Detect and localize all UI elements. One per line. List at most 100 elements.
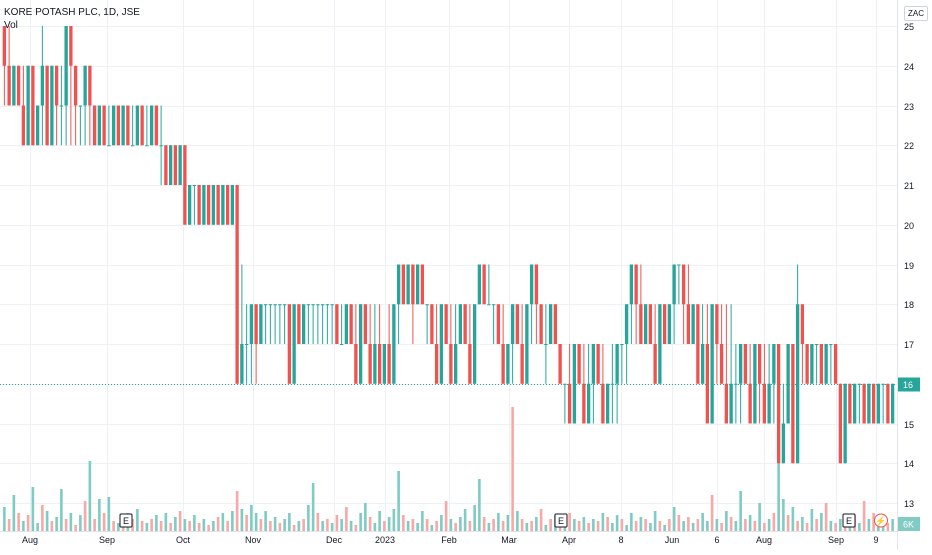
candle-body: [548, 304, 553, 344]
candle-body: [791, 344, 795, 464]
volume-bar: [64, 519, 68, 531]
candle-body: [510, 304, 515, 344]
volume-bar: [283, 519, 286, 531]
candle-body: [92, 105, 97, 146]
volume-bar: [829, 521, 833, 531]
candle-body: [325, 304, 330, 306]
volume-bar: [425, 519, 429, 531]
candle-body: [126, 105, 130, 146]
volume-bar: [606, 517, 609, 531]
volume-bar: [264, 511, 267, 531]
y-tick-label: 22: [904, 141, 914, 151]
candle-body: [35, 105, 40, 146]
volume-scale-badge-bg: [898, 517, 920, 531]
candle-body: [316, 304, 320, 306]
candle-body: [292, 304, 296, 384]
y-tick-label: 24: [904, 62, 914, 72]
candle-body: [50, 65, 54, 146]
price-axis[interactable]: 13 14 15 16 17 18 19 20 21 22 23 24 25: [904, 22, 914, 509]
volume-bar: [596, 521, 600, 531]
candle-body: [629, 264, 634, 305]
volume-bar: [36, 523, 39, 531]
candle-body: [206, 185, 211, 225]
candle-body: [140, 105, 144, 146]
volume-bar: [378, 511, 381, 531]
candle-body: [59, 105, 64, 107]
volume-bar: [45, 511, 49, 531]
volume-bar: [411, 519, 415, 531]
candle-body: [64, 26, 68, 106]
candle-body: [434, 344, 439, 384]
candle-body: [149, 105, 154, 146]
candle-body: [539, 304, 543, 344]
volume-bar: [22, 521, 25, 531]
candle-body: [358, 304, 363, 384]
candle-body: [691, 304, 695, 344]
candle-body: [857, 383, 862, 385]
candle-body: [596, 344, 600, 384]
candle-body: [230, 185, 235, 225]
volume-bar: [763, 523, 766, 531]
y-tick-label: 19: [904, 261, 914, 271]
volume-bar: [525, 523, 529, 531]
candle-body: [107, 145, 111, 147]
candle-body: [111, 105, 116, 146]
volume-bar: [725, 511, 728, 531]
candle-body: [890, 383, 895, 424]
candle-body: [586, 383, 591, 424]
candle-body: [164, 145, 168, 185]
candle-body: [216, 185, 220, 225]
volume-bar: [364, 503, 367, 531]
candle-body: [211, 185, 216, 225]
candle-body: [786, 344, 790, 424]
volume-bar: [292, 525, 296, 531]
candle-body: [21, 105, 26, 146]
candle-body: [757, 344, 762, 384]
volume-bar: [69, 513, 73, 531]
candle-body: [591, 344, 596, 384]
candle-body: [501, 344, 505, 384]
earnings-marker-icon: [554, 513, 568, 528]
volume-bar: [815, 519, 818, 531]
volume-bar: [867, 519, 871, 531]
volume-bar: [197, 523, 201, 531]
candle-body: [653, 344, 657, 384]
time-axis[interactable]: Aug Sep Oct Nov Dec 2023 Feb Mar Apr 8 Jun 6 Aug Sep 9: [22, 535, 879, 545]
candle-body: [686, 304, 691, 344]
volume-bar: [435, 521, 438, 531]
volume-bar: [478, 479, 481, 531]
currency-badge[interactable]: ZAC: [904, 6, 928, 21]
symbol-title[interactable]: KORE POTASH PLC, 1D, JSE: [4, 7, 140, 18]
volume-bar: [212, 521, 215, 531]
candle-body: [639, 304, 643, 344]
candle-body: [225, 185, 230, 225]
candle-body: [672, 264, 676, 305]
volume-bar: [112, 521, 115, 531]
candle-body: [724, 383, 729, 424]
volume-bar: [454, 523, 457, 531]
candle-body: [16, 65, 21, 106]
volume-bar: [174, 517, 177, 531]
volume-bar: [672, 507, 676, 531]
candle-body: [867, 383, 871, 424]
volume-bar: [107, 497, 111, 531]
candle-body: [415, 264, 420, 305]
candle-body: [278, 304, 282, 306]
x-tick-label: 6: [714, 535, 719, 545]
volume-bar: [193, 515, 196, 531]
volume-bar: [278, 523, 282, 531]
volume-bar: [587, 523, 590, 531]
volume-bar: [644, 519, 647, 531]
candle-body: [121, 105, 125, 146]
volume-bar: [677, 515, 681, 531]
candle-body: [73, 65, 78, 106]
volume-bar: [497, 513, 500, 531]
candle-body: [795, 304, 800, 464]
volume-bar: [729, 517, 733, 531]
candle-body: [833, 344, 838, 384]
volume-bar: [288, 513, 291, 531]
volume-label[interactable]: Vol: [4, 20, 18, 31]
x-tick-label: Feb: [441, 535, 457, 545]
